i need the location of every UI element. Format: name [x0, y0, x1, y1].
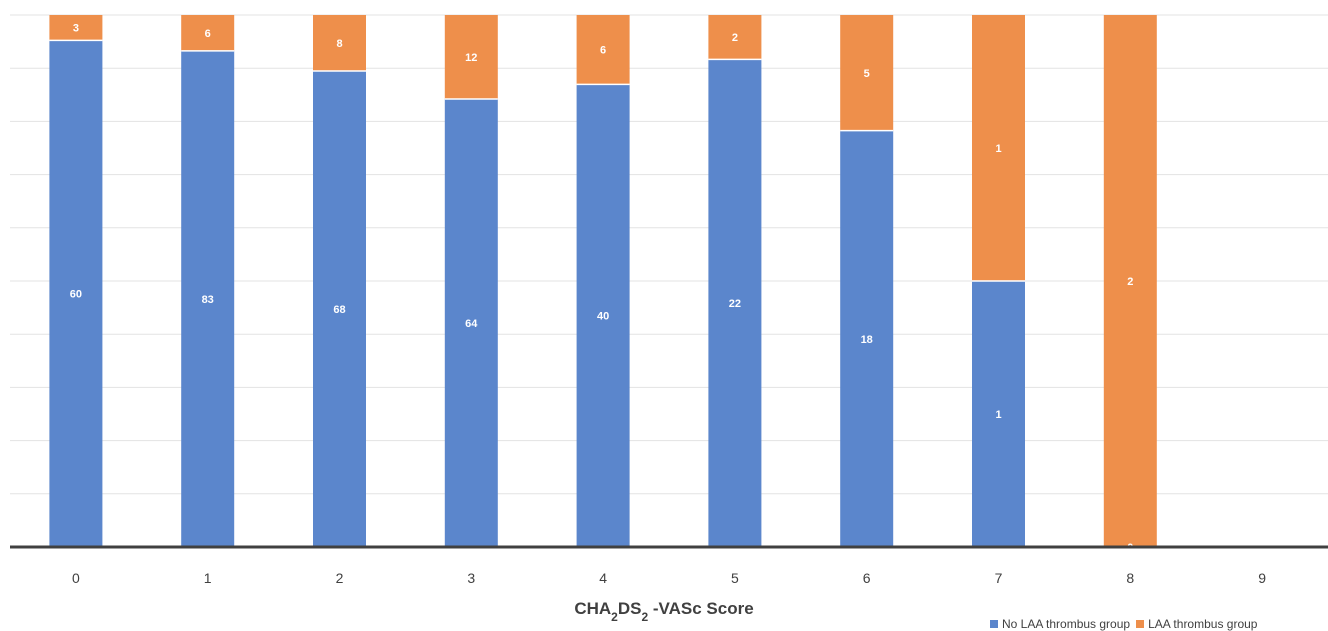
data-label-no-thrombus: 83 — [202, 294, 214, 306]
x-tick-label: 7 — [995, 570, 1003, 586]
bar-segment-no-thrombus — [840, 130, 894, 548]
bar-segment-no-thrombus — [444, 99, 498, 547]
x-axis-title: CHA2DS2 -VASc Score — [574, 599, 753, 624]
bar-segment-no-thrombus — [708, 59, 762, 547]
bar-segment-thrombus — [840, 15, 894, 131]
x-tick-label: 5 — [731, 570, 739, 586]
data-label-thrombus: 1 — [995, 143, 1001, 155]
data-label-thrombus: 12 — [465, 52, 477, 64]
x-tick-label: 2 — [336, 570, 344, 586]
legend-label-thrombus: LAA thrombus group — [1148, 617, 1258, 631]
legend-label-no-thrombus: No LAA thrombus group — [1002, 617, 1131, 631]
legend-swatch-thrombus — [1136, 620, 1145, 628]
x-tick-label: 3 — [467, 570, 475, 586]
x-axis-title-sub-1: 2 — [611, 610, 618, 624]
x-tick-labels: 0 1 2 3 4 5 6 7 8 9 — [72, 570, 1266, 586]
data-label-thrombus: 8 — [336, 38, 342, 50]
data-label-thrombus: 2 — [1127, 276, 1133, 288]
legend-item-thrombus: LAA thrombus group — [1136, 617, 1257, 631]
bar-segment-thrombus — [49, 15, 103, 41]
data-label-no-thrombus: 18 — [861, 334, 873, 346]
bars: 6038366886412406222185110200 — [49, 15, 1265, 554]
bar-segment-thrombus — [972, 15, 1025, 281]
x-tick-label: 9 — [1258, 570, 1266, 586]
x-tick-label: 8 — [1126, 570, 1134, 586]
data-label-thrombus: 2 — [732, 32, 738, 44]
bar-segment-no-thrombus — [972, 281, 1025, 547]
bar-segment-no-thrombus — [49, 40, 103, 547]
bar-segment-no-thrombus — [181, 50, 235, 547]
data-label-no-thrombus: 60 — [70, 289, 82, 301]
data-label-thrombus: 6 — [205, 28, 211, 40]
bar-segment-thrombus — [576, 15, 630, 85]
bar-segment-thrombus — [313, 15, 366, 71]
x-tick-label: 6 — [863, 570, 871, 586]
legend: No LAA thrombus group LAA thrombus group — [990, 617, 1263, 631]
data-label-no-thrombus: 1 — [995, 409, 1001, 421]
data-label-no-thrombus: 64 — [465, 318, 478, 330]
data-label-thrombus: 5 — [864, 68, 870, 80]
bar-segment-thrombus — [444, 15, 498, 99]
x-tick-label: 1 — [204, 570, 212, 586]
data-label-no-thrombus: 40 — [597, 311, 609, 323]
data-label-no-thrombus: 68 — [333, 304, 345, 316]
bar-segment-thrombus — [181, 15, 235, 51]
bar-segment-thrombus — [1103, 15, 1157, 547]
legend-swatch-no-thrombus — [990, 620, 998, 628]
legend-item-no-thrombus: No LAA thrombus group — [990, 617, 1130, 631]
x-axis-title-sub-2: 2 — [641, 610, 648, 624]
data-label-no-thrombus: 22 — [729, 298, 741, 310]
bar-segment-thrombus — [708, 15, 762, 60]
bar-segment-no-thrombus — [313, 71, 366, 547]
data-label-thrombus: 6 — [600, 45, 606, 57]
x-tick-label: 4 — [599, 570, 607, 586]
x-tick-label: 0 — [72, 570, 80, 586]
bar-segment-no-thrombus — [576, 84, 630, 548]
data-label-thrombus: 3 — [73, 23, 79, 35]
